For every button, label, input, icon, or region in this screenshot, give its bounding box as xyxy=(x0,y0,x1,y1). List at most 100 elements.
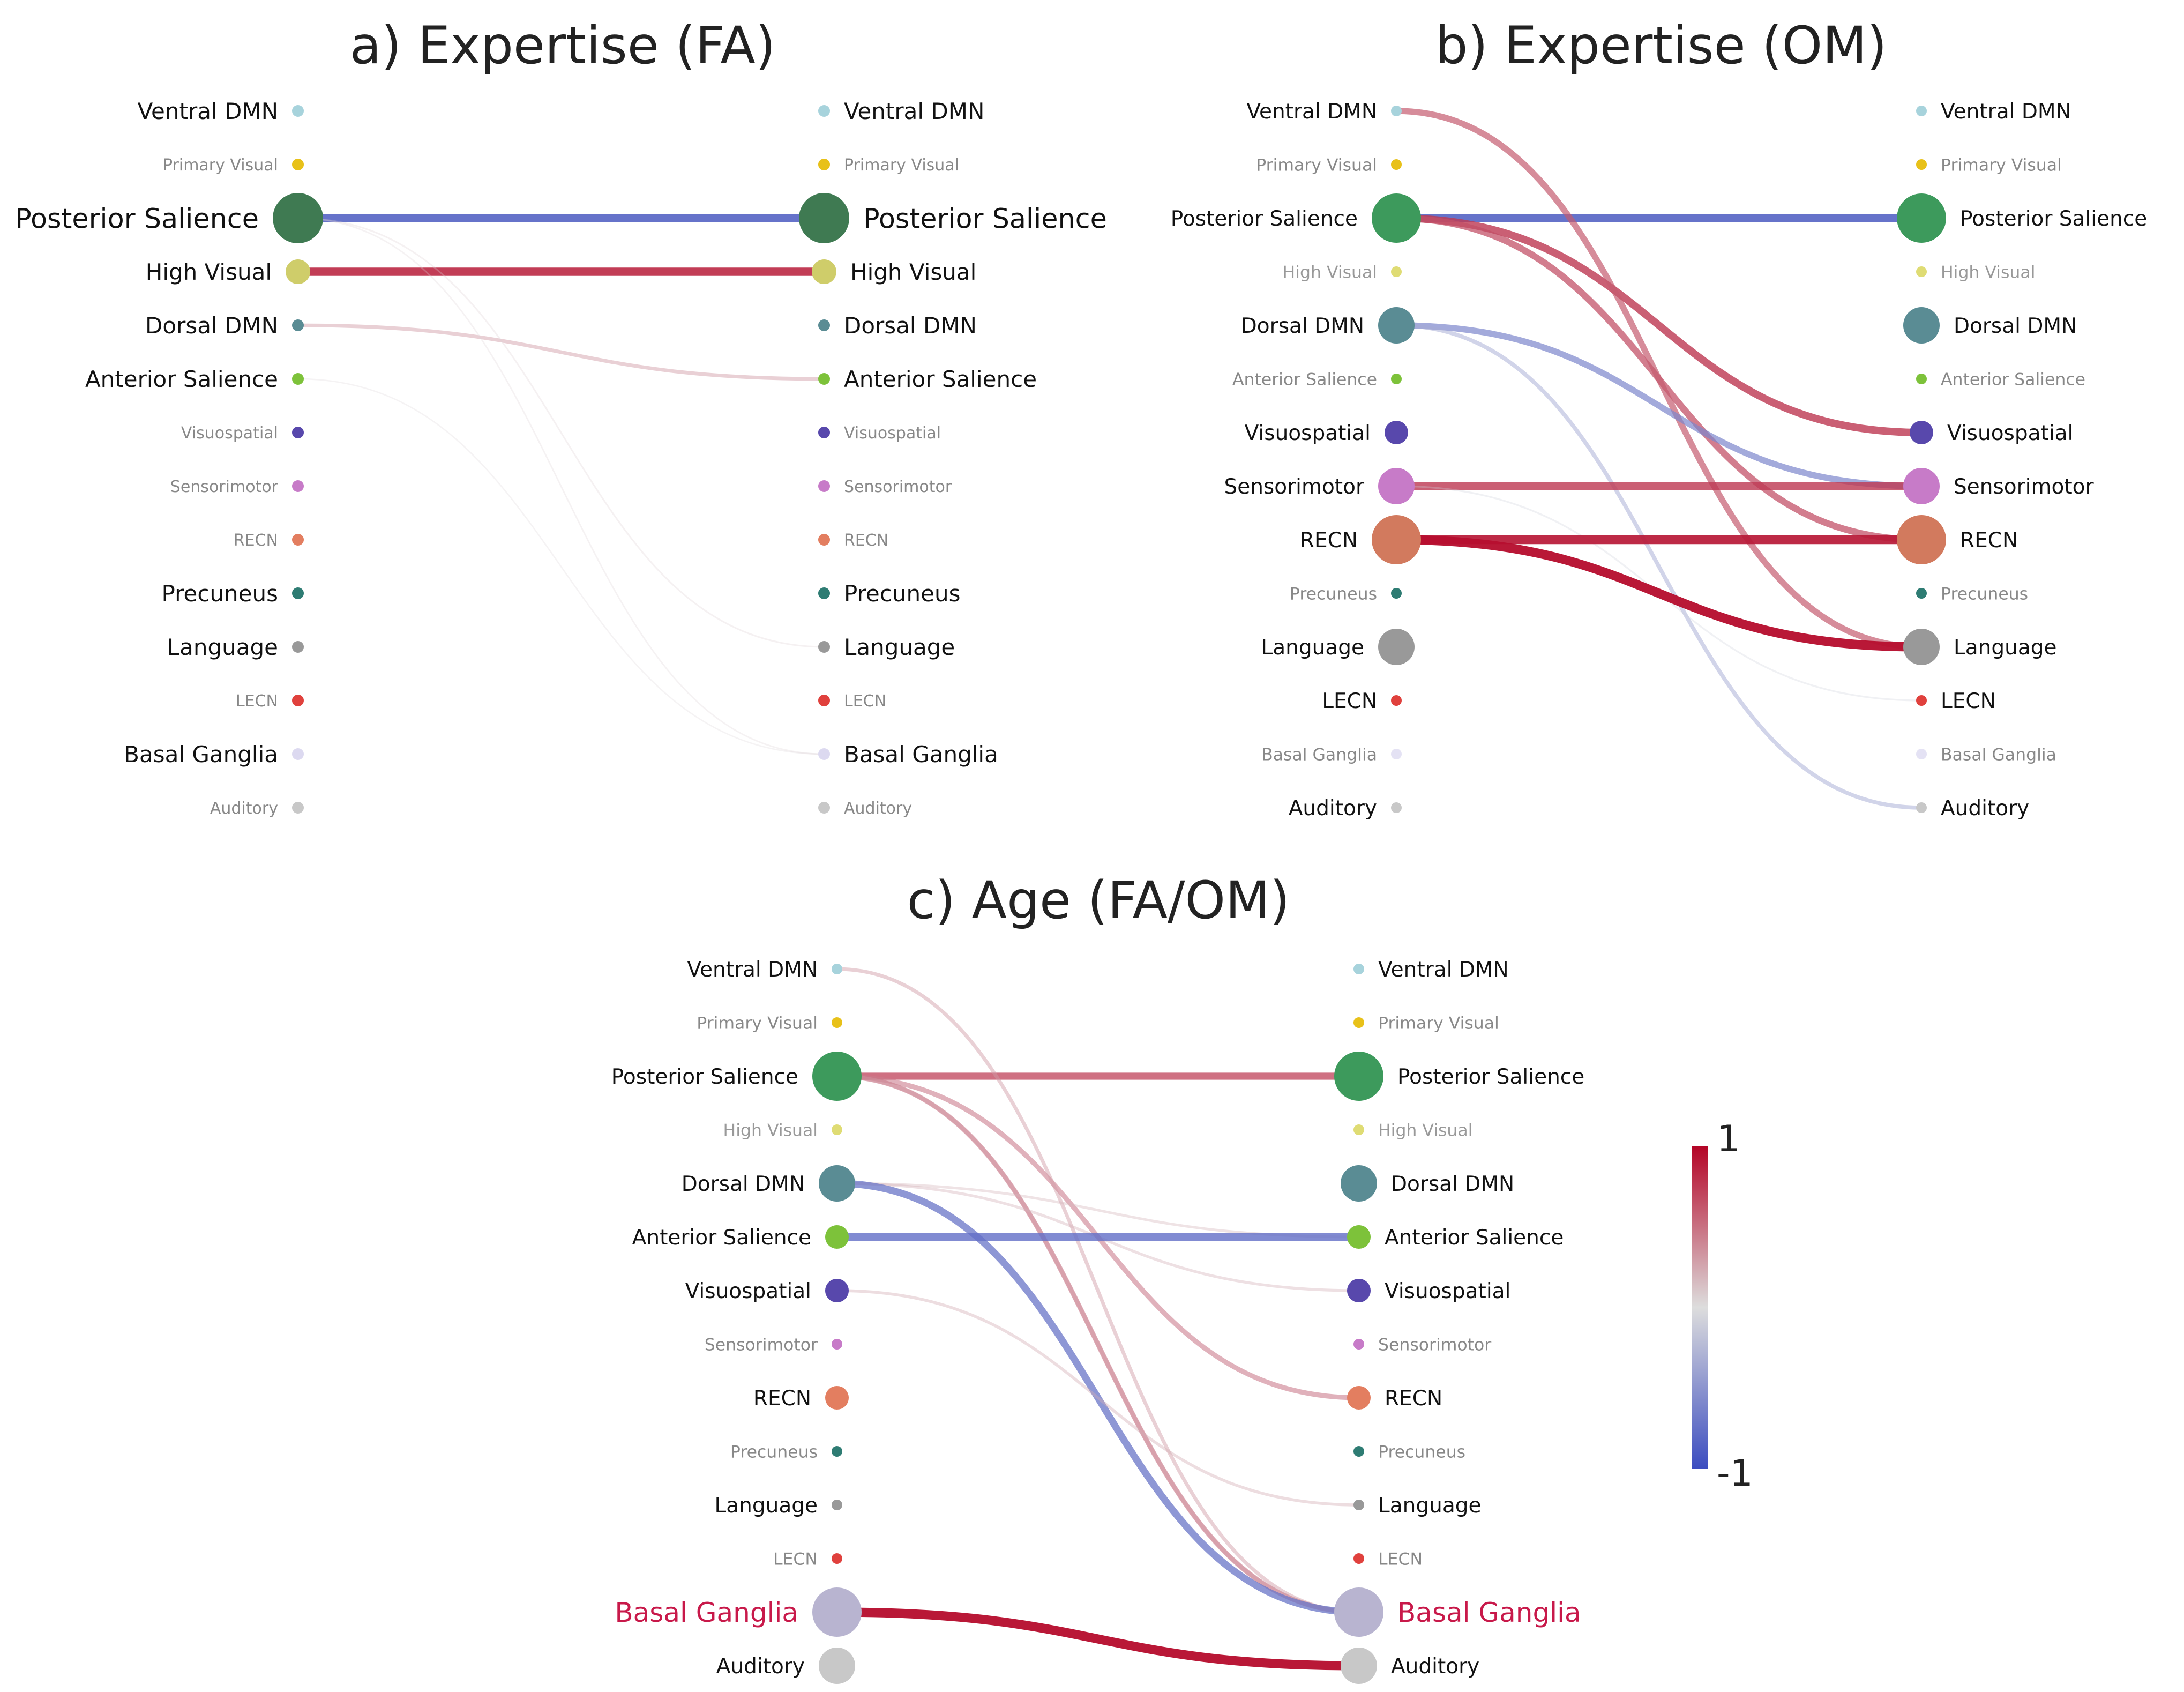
node-left-basal-ganglia xyxy=(292,748,304,760)
node-label-right-posterior-salience: Posterior Salience xyxy=(1960,207,2147,231)
node-label-right-high-visual: High Visual xyxy=(1941,263,2035,282)
node-left-ventral-dmn xyxy=(832,964,842,974)
node-right-anterior-salience xyxy=(1916,374,1927,384)
node-label-right-sensorimotor: Sensorimotor xyxy=(1378,1335,1491,1354)
node-label-right-recn: RECN xyxy=(844,531,888,550)
node-right-precuneus xyxy=(1353,1446,1364,1457)
node-label-right-auditory: Auditory xyxy=(844,799,912,818)
node-left-language xyxy=(832,1500,842,1510)
colorbar-gradient xyxy=(1692,1146,1708,1469)
node-label-left-posterior-salience: Posterior Salience xyxy=(15,203,259,234)
panel-title-age: c) Age (FA/OM) xyxy=(907,870,1290,930)
node-right-language xyxy=(1353,1500,1364,1510)
node-left-precuneus xyxy=(832,1446,842,1457)
node-label-right-basal-ganglia: Basal Ganglia xyxy=(844,741,998,767)
link-basal-ganglia-to-auditory xyxy=(836,1607,1359,1671)
node-label-right-lecn: LECN xyxy=(1378,1549,1423,1569)
node-label-left-ventral-dmn: Ventral DMN xyxy=(687,958,818,982)
node-label-left-sensorimotor: Sensorimotor xyxy=(1224,475,1365,499)
node-right-precuneus xyxy=(818,587,830,599)
node-label-right-visuospatial: Visuospatial xyxy=(844,424,941,443)
link-posterior-salience-to-language xyxy=(297,217,825,648)
node-left-language xyxy=(1378,629,1415,665)
colorbar-max-label: 1 xyxy=(1717,1118,1740,1160)
node-right-primary-visual xyxy=(1916,159,1927,170)
link-visuospatial-to-language xyxy=(836,1289,1359,1507)
node-left-basal-ganglia xyxy=(812,1587,862,1637)
node-right-ventral-dmn xyxy=(818,105,830,117)
node-right-dorsal-dmn xyxy=(818,319,830,331)
nodes-left-age: Ventral DMN Primary Visual Posterior Salie… xyxy=(611,958,862,1684)
nodes-left-om: Ventral DMN Primary Visual Posterior Salie… xyxy=(1171,100,1421,821)
node-left-precuneus xyxy=(1391,588,1402,599)
node-left-lecn xyxy=(292,695,304,706)
node-label-left-auditory: Auditory xyxy=(1289,796,1377,821)
node-right-lecn xyxy=(818,695,830,706)
panel-expertise-fa: a) Expertise (FA) Ventral DMN Primary Vis… xyxy=(15,16,1107,818)
node-right-ventral-dmn xyxy=(1353,964,1364,974)
node-label-right-sensorimotor: Sensorimotor xyxy=(1954,475,2095,499)
link-dorsal-dmn-to-sensorimotor xyxy=(1396,322,1922,489)
node-label-right-recn: RECN xyxy=(1960,528,2018,553)
node-label-right-posterior-salience: Posterior Salience xyxy=(863,203,1107,234)
node-left-sensorimotor xyxy=(832,1339,842,1350)
node-label-right-anterior-salience: Anterior Salience xyxy=(1385,1226,1564,1250)
node-left-ventral-dmn xyxy=(292,105,304,117)
node-right-anterior-salience xyxy=(1347,1225,1371,1249)
node-left-recn xyxy=(825,1386,849,1410)
node-right-lecn xyxy=(1353,1553,1364,1564)
node-right-basal-ganglia xyxy=(1334,1587,1383,1637)
node-label-right-anterior-salience: Anterior Salience xyxy=(844,366,1037,392)
node-left-high-visual xyxy=(832,1124,842,1135)
node-left-anterior-salience xyxy=(1391,374,1402,384)
link-dorsal-dmn-to-auditory xyxy=(1396,323,1922,810)
node-right-visuospatial xyxy=(1910,421,1933,444)
node-label-right-language: Language xyxy=(1954,636,2056,660)
node-label-right-language: Language xyxy=(844,634,955,660)
node-label-left-recn: RECN xyxy=(753,1387,811,1411)
node-label-right-ventral-dmn: Ventral DMN xyxy=(844,98,984,124)
node-left-ventral-dmn xyxy=(1391,106,1402,116)
colorbar-min-label: -1 xyxy=(1717,1452,1753,1495)
node-label-left-anterior-salience: Anterior Salience xyxy=(85,366,278,392)
node-right-basal-ganglia xyxy=(1916,749,1927,759)
node-label-left-basal-ganglia: Basal Ganglia xyxy=(1261,745,1377,764)
node-right-precuneus xyxy=(1916,588,1927,599)
node-right-lecn xyxy=(1916,695,1927,706)
node-label-right-ventral-dmn: Ventral DMN xyxy=(1941,100,2071,124)
node-label-left-high-visual: High Visual xyxy=(1283,263,1377,282)
node-label-left-primary-visual: Primary Visual xyxy=(697,1013,818,1033)
node-left-dorsal-dmn xyxy=(819,1165,855,1202)
node-label-right-language: Language xyxy=(1378,1494,1481,1518)
node-label-right-posterior-salience: Posterior Salience xyxy=(1397,1065,1584,1089)
node-label-left-recn: RECN xyxy=(234,531,278,550)
node-left-dorsal-dmn xyxy=(1378,307,1415,344)
node-label-right-primary-visual: Primary Visual xyxy=(1941,155,2062,175)
node-right-high-visual xyxy=(1353,1124,1364,1135)
node-left-recn xyxy=(292,534,304,546)
node-left-high-visual xyxy=(1391,266,1402,277)
node-left-auditory xyxy=(292,802,304,814)
node-left-lecn xyxy=(832,1553,842,1564)
link-dorsal-dmn-to-basal-ganglia xyxy=(836,1180,1359,1616)
node-left-visuospatial xyxy=(292,427,304,438)
node-label-left-precuneus: Precuneus xyxy=(162,580,278,607)
node-right-dorsal-dmn xyxy=(1903,307,1940,344)
node-left-lecn xyxy=(1391,695,1402,706)
link-anterior-salience-to-basal-ganglia xyxy=(297,378,825,755)
nodes-right-fa: Ventral DMN Primary Visual Posterior Salie… xyxy=(799,98,1107,818)
node-left-visuospatial xyxy=(825,1279,849,1302)
node-label-right-primary-visual: Primary Visual xyxy=(1378,1013,1499,1033)
node-label-left-lecn: LECN xyxy=(236,692,278,711)
node-label-left-high-visual: High Visual xyxy=(723,1121,818,1140)
node-label-left-dorsal-dmn: Dorsal DMN xyxy=(145,312,278,339)
node-label-left-posterior-salience: Posterior Salience xyxy=(1171,207,1358,231)
node-right-dorsal-dmn xyxy=(1341,1165,1377,1202)
node-label-right-basal-ganglia: Basal Ganglia xyxy=(1941,745,2056,764)
node-left-basal-ganglia xyxy=(1391,749,1402,759)
node-label-right-sensorimotor: Sensorimotor xyxy=(844,478,952,496)
node-left-primary-visual xyxy=(832,1017,842,1028)
node-label-right-precuneus: Precuneus xyxy=(1378,1442,1465,1462)
node-label-right-dorsal-dmn: Dorsal DMN xyxy=(1954,314,2077,338)
